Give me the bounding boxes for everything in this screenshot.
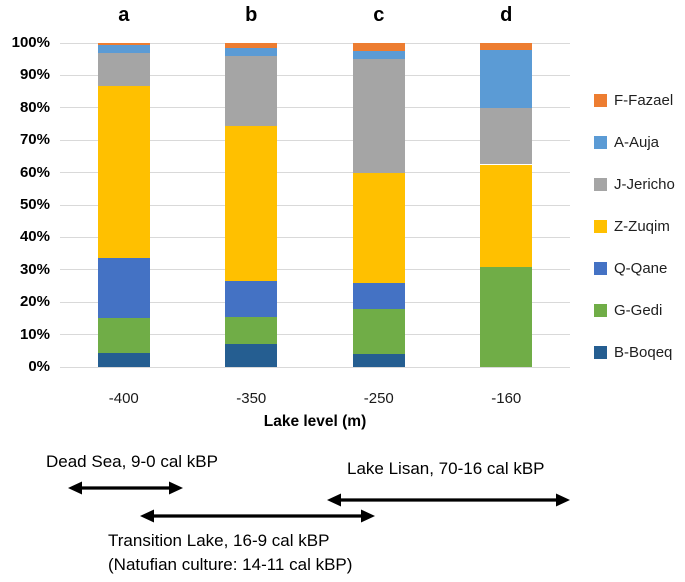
bar-segment-Z-Zuqim [97, 86, 150, 259]
bar-segment-A-Auja [97, 44, 150, 53]
bar-segment-Q-Qane [225, 281, 278, 317]
panel-label: c [373, 4, 385, 26]
x-axis-tick-label: -250 [363, 390, 394, 407]
lake-lisan-range-arrow-icon [327, 493, 570, 507]
legend-label: F-Fazael [614, 91, 674, 109]
gridline [60, 74, 570, 76]
bar-segment-Z-Zuqim [225, 125, 278, 282]
panel-label: b [245, 4, 258, 26]
legend-item-Z-Zuqim: Z-Zuqim [594, 205, 675, 247]
legend-item-B-Boqeq: B-Boqeq [594, 331, 675, 373]
y-axis-tick-label: 20% [19, 293, 50, 311]
legend-swatch-icon [594, 135, 607, 149]
gridline [60, 236, 570, 238]
bar-segment-J-Jericho [352, 59, 405, 173]
y-axis-tick-label: 0% [28, 358, 50, 375]
gridline [60, 301, 570, 303]
legend-item-G-Gedi: G-Gedi [594, 289, 675, 331]
timeline-arrows [68, 481, 570, 523]
lake-lisan-label: Lake Lisan, 70-16 cal kBP [347, 459, 545, 478]
bar-segment-Q-Qane [97, 258, 150, 319]
legend-label: G-Gedi [614, 301, 663, 319]
transition-lake-label: Transition Lake, 16-9 cal kBP [108, 531, 330, 550]
legend-swatch-icon [594, 219, 607, 233]
legend-label: J-Jericho [614, 175, 675, 193]
bar-segment-J-Jericho [225, 55, 278, 126]
y-axis-tick-label: 100% [11, 34, 50, 51]
panel-label: a [118, 4, 130, 26]
y-axis-tick-label: 90% [19, 66, 50, 84]
panel-label: d [500, 4, 513, 26]
bar-segment-F-Fazael [480, 43, 533, 51]
gridline [60, 139, 570, 141]
gridline [60, 334, 570, 336]
bar-segment-G-Gedi [480, 266, 533, 367]
bar-segment-Z-Zuqim [480, 164, 533, 267]
x-axis-tick-label: -400 [108, 390, 139, 407]
legend-item-J-Jericho: J-Jericho [594, 163, 675, 205]
gridline [60, 366, 570, 368]
legend-swatch-icon [594, 303, 607, 317]
bar-segment-A-Auja [352, 51, 405, 60]
bar-segment-Z-Zuqim [352, 172, 405, 283]
gridline [60, 42, 570, 44]
bar-segment-G-Gedi [352, 308, 405, 355]
legend-item-F-Fazael: F-Fazael [594, 79, 675, 121]
chart-legend: F-Fazael A-Auja J-Jericho Z-Zuqim Q-Qane G-Ge… [594, 79, 675, 373]
dead-sea-range-arrow-icon [68, 481, 183, 495]
dead-sea-label: Dead Sea, 9-0 cal kBP [46, 452, 218, 471]
legend-label: Z-Zuqim [614, 217, 670, 235]
legend-swatch-icon [594, 261, 607, 275]
bar-segment-J-Jericho [480, 107, 533, 165]
bar-segment-F-Fazael [97, 43, 150, 45]
bar-segment-F-Fazael [352, 43, 405, 52]
legend-swatch-icon [594, 177, 607, 191]
legend-item-A-Auja: A-Auja [594, 121, 675, 163]
bar-segment-B-Boqeq [97, 353, 150, 367]
bar-segment-A-Auja [480, 50, 533, 108]
legend-swatch-icon [594, 345, 607, 359]
transition-lake-range-arrow-icon [140, 509, 375, 523]
y-axis-tick-label: 40% [19, 228, 50, 246]
legend-item-Q-Qane: Q-Qane [594, 247, 675, 289]
gridline [60, 172, 570, 174]
y-axis-tick-label: 50% [19, 196, 50, 213]
legend-swatch-icon [594, 93, 607, 107]
y-axis-tick-label: 10% [19, 325, 50, 343]
x-axis-title: Lake level (m) [263, 413, 367, 430]
gridline [60, 204, 570, 206]
legend-label: Q-Qane [614, 259, 668, 277]
bar-segment-F-Fazael [225, 43, 278, 48]
bar-segment-J-Jericho [97, 52, 150, 87]
x-axis-tick-label: -350 [236, 390, 267, 407]
bar-segment-B-Boqeq [352, 354, 405, 367]
bar-segment-A-Auja [225, 47, 278, 56]
natufian-culture-label: (Natufian culture: 14-11 cal kBP) [108, 555, 353, 574]
bar-segment-G-Gedi [97, 318, 150, 354]
bar-segment-Q-Qane [352, 282, 405, 309]
legend-label: B-Boqeq [614, 343, 673, 361]
gridline [60, 269, 570, 271]
y-axis-tick-label: 60% [19, 163, 50, 181]
legend-label: A-Auja [614, 133, 660, 151]
y-axis-tick-label: 80% [19, 98, 50, 116]
bar-segment-B-Boqeq [225, 344, 278, 367]
bar-segment-G-Gedi [225, 316, 278, 345]
x-axis-tick-label: -160 [491, 390, 522, 407]
y-axis-tick-label: 70% [19, 131, 50, 149]
y-axis-tick-label: 30% [19, 260, 50, 278]
gridline [60, 107, 570, 109]
